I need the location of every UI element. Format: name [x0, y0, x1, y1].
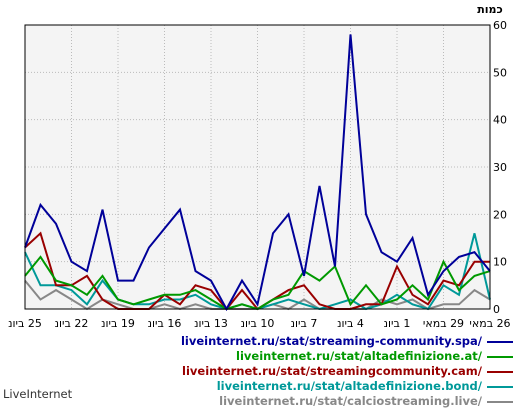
- y-tick-label: 10: [493, 256, 507, 269]
- plot-border: [24, 24, 491, 310]
- y-tick-label: 60: [493, 19, 507, 32]
- legend-swatch: [487, 356, 513, 358]
- legend-label: liveinternet.ru/stat/streaming-community…: [180, 334, 482, 348]
- x-tick-label: 22 ביונ: [55, 317, 89, 330]
- x-tick-label: 10 ביונ: [241, 317, 275, 330]
- legend-swatch: [487, 341, 513, 343]
- legend-swatch: [487, 371, 513, 373]
- unit-label: כמות: [477, 3, 502, 16]
- y-tick-label: 40: [493, 114, 507, 127]
- y-tick-label: 30: [493, 161, 507, 174]
- x-tick-label: 4 ביונ: [337, 317, 364, 330]
- legend-entry: liveinternet.ru/stat/streamingcommunity.…: [150, 364, 516, 379]
- y-tick-label: 50: [493, 66, 507, 79]
- line-chart: 0 10 20 30 40 50 60 25 ביונ 22 ביונ 19 ביונ 16 בי…: [8, 3, 510, 330]
- x-tick-label: 29 במאי: [423, 317, 464, 330]
- x-tick-label: 16 ביונ: [148, 317, 182, 330]
- footer-brand: LiveInternet: [3, 387, 73, 401]
- legend-entry: liveinternet.ru/stat/streaming-community…: [150, 334, 516, 349]
- legend: liveinternet.ru/stat/streaming-community…: [150, 334, 516, 409]
- legend-label: liveinternet.ru/stat/altadefinizione.at/: [236, 349, 482, 363]
- x-tick-label: 19 ביונ: [101, 317, 135, 330]
- legend-swatch: [487, 386, 513, 388]
- x-tick-label: 26 במאי: [469, 317, 510, 330]
- legend-entry: liveinternet.ru/stat/altadefinizione.bon…: [150, 379, 516, 394]
- grid-lines: [25, 25, 490, 309]
- y-tick-label: 0: [493, 303, 500, 316]
- legend-entry: liveinternet.ru/stat/calciostreaming.liv…: [150, 394, 516, 409]
- x-tick-label: 1 ביונ: [384, 317, 411, 330]
- legend-swatch: [487, 401, 513, 403]
- y-axis-ticks: 0 10 20 30 40 50 60: [493, 19, 507, 316]
- legend-entry: liveinternet.ru/stat/altadefinizione.at/: [150, 349, 516, 364]
- series-line-1: [24, 34, 491, 312]
- legend-label: liveinternet.ru/stat/streamingcommunity.…: [182, 364, 482, 378]
- y-tick-label: 20: [493, 208, 507, 221]
- x-tick-label: 13 ביונ: [194, 317, 228, 330]
- legend-label: liveinternet.ru/stat/calciostreaming.liv…: [219, 394, 482, 408]
- x-axis-ticks: 25 ביונ 22 ביונ 19 ביונ 16 ביונ 13 ביונ 10 בי…: [8, 317, 510, 330]
- x-tick-label: 7 ביונ: [291, 317, 318, 330]
- legend-label: liveinternet.ru/stat/altadefinizione.bon…: [216, 379, 482, 393]
- x-tick-label: 25 ביונ: [8, 317, 42, 330]
